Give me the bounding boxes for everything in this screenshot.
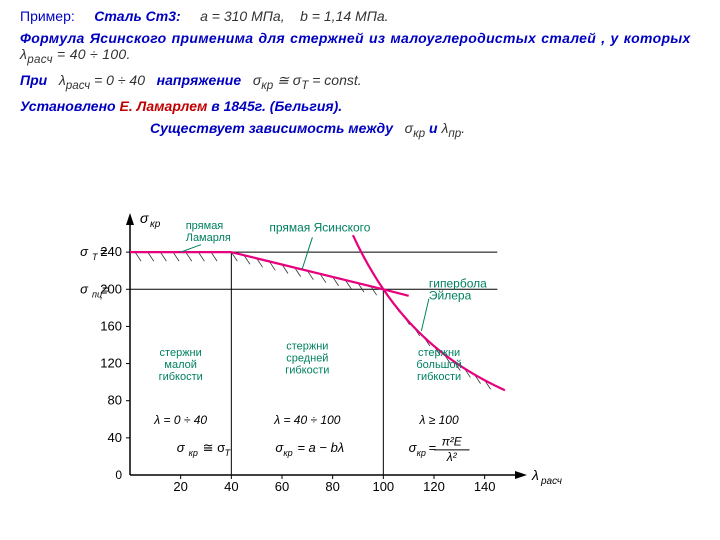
and-label: и (429, 120, 441, 136)
svg-text:20: 20 (173, 479, 187, 494)
svg-text:60: 60 (275, 479, 289, 494)
svg-text:T: T (92, 253, 99, 263)
established-prefix: Установлено (20, 98, 119, 114)
lamarle-name: Е. Ламарлем (119, 98, 207, 114)
svg-text:π²E: π²E (442, 435, 463, 449)
svg-text:≅ σ: ≅ σ (203, 440, 226, 455)
svg-text:40: 40 (108, 430, 122, 445)
svg-text:σ: σ (177, 440, 186, 455)
svg-text:расч: расч (540, 476, 562, 487)
svg-text:λ ≥ 100: λ ≥ 100 (418, 413, 459, 427)
header-line: Пример: Сталь Ст3: a = 310 МПа, b = 1,14… (20, 8, 700, 24)
formula-a: a = 310 МПа, (200, 8, 284, 24)
svg-text:средней: средней (286, 353, 328, 365)
svg-text:стержни: стержни (286, 341, 328, 353)
svg-text:большой: большой (416, 360, 461, 372)
svg-text:Ламарля: Ламарля (186, 232, 231, 244)
svg-text:малой: малой (164, 360, 196, 372)
svg-text:160: 160 (100, 319, 122, 334)
example-label: Пример: (20, 8, 75, 24)
svg-text:гибкости: гибкости (159, 372, 203, 384)
svg-text:σ: σ (140, 210, 149, 226)
buckling-chart: 0408012016020024020406080100120140σT=σпц… (20, 145, 700, 525)
svg-text:0: 0 (115, 468, 122, 482)
svg-text:σ: σ (80, 245, 89, 260)
lambda-pr-sym: λпр. (441, 120, 465, 136)
formula-b: b = 1,14 МПа. (300, 8, 388, 24)
lamarle-attribution: Установлено Е. Ламарлем в 1845г. (Бельги… (20, 98, 700, 114)
dependency-text: Существует зависимость между (150, 120, 393, 136)
svg-text:140: 140 (474, 479, 496, 494)
svg-text:=: = (100, 245, 108, 260)
svg-text:Эйлера: Эйлера (429, 289, 472, 303)
lambda-range: λрасч = 40 ÷ 100. (20, 46, 131, 62)
svg-text:80: 80 (108, 393, 122, 408)
svg-text:стержни: стержни (160, 348, 202, 360)
svg-text:=: = (429, 440, 437, 455)
svg-text:прямая: прямая (186, 220, 224, 232)
svg-text:кр: кр (189, 448, 198, 458)
svg-text:прямая Ясинского: прямая Ясинского (269, 221, 370, 235)
lambda-small: λрасч = 0 ÷ 40 (59, 72, 145, 88)
svg-text:=: = (102, 282, 110, 297)
lamarle-condition: При λрасч = 0 ÷ 40 напряжение σкр ≅ σT =… (20, 72, 700, 92)
napryazhenie-label: напряжение (157, 72, 241, 88)
svg-text:λ = 40 ÷ 100: λ = 40 ÷ 100 (273, 413, 341, 427)
svg-text:σ: σ (80, 282, 89, 297)
svg-text:гибкости: гибкости (285, 365, 329, 377)
svg-text:120: 120 (423, 479, 445, 494)
dependency-line: Существует зависимость между σкр и λпр. (20, 120, 700, 140)
svg-text:λ = 0 ÷ 40: λ = 0 ÷ 40 (153, 413, 207, 427)
svg-text:40: 40 (224, 479, 238, 494)
svg-text:120: 120 (100, 356, 122, 371)
svg-text:кр: кр (150, 219, 161, 230)
svg-text:λ: λ (531, 467, 539, 483)
svg-text:100: 100 (372, 479, 394, 494)
pri-label: При (20, 72, 47, 88)
sigma-const: σкр ≅ σT = const. (253, 72, 362, 88)
steel-label: Сталь Ст3: (94, 8, 180, 24)
svg-text:гибкости: гибкости (417, 372, 461, 384)
yasinsky-applicability: Формула Ясинского применима для стержней… (20, 30, 700, 66)
svg-text:80: 80 (325, 479, 339, 494)
svg-text:стержни: стержни (418, 348, 460, 360)
svg-text:пц: пц (92, 290, 102, 300)
svg-text:= a − bλ: = a − bλ (297, 440, 344, 455)
svg-text:λ²: λ² (446, 450, 458, 464)
svg-text:T: T (225, 448, 232, 458)
svg-text:кр: кр (417, 448, 426, 458)
yasinsky-text: Формула Ясинского применима для стержней… (20, 30, 691, 46)
established-suffix: в 1845г. (Бельгия). (207, 98, 342, 114)
svg-text:кр: кр (283, 448, 292, 458)
sigma-kr-sym: σкр (405, 120, 425, 136)
